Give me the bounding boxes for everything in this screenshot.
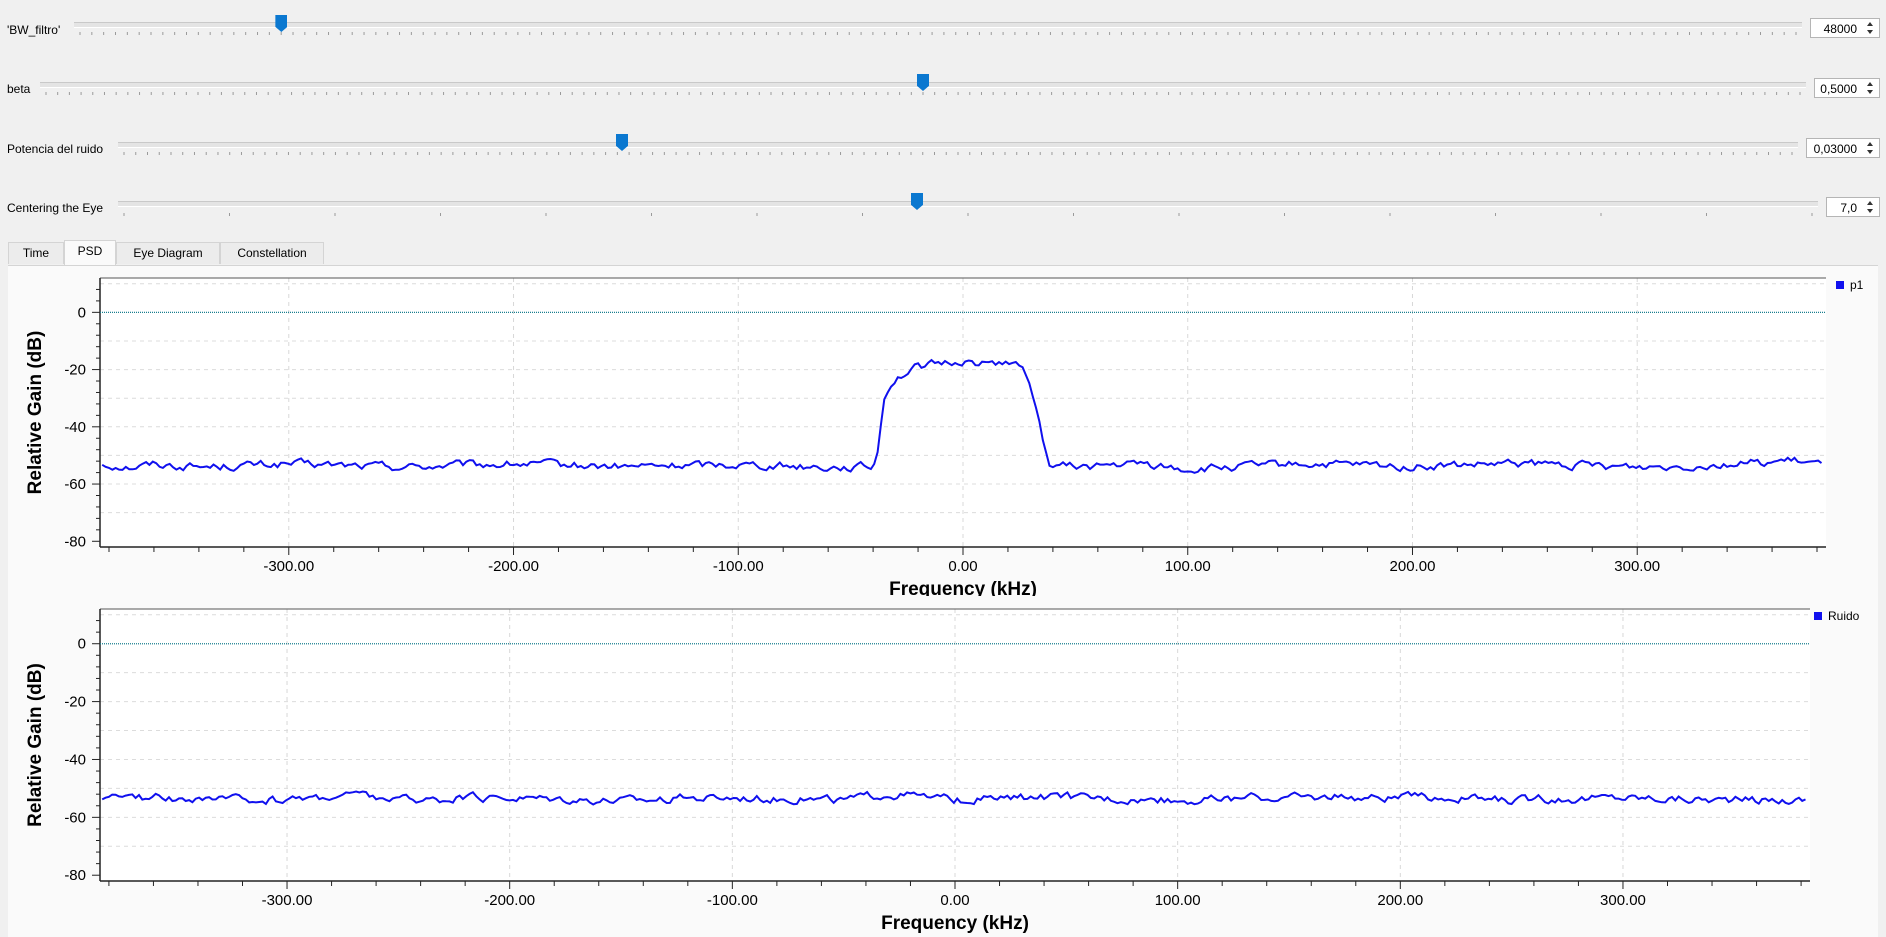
psd-plot-ruido[interactable]: -300.00 -200.00 -100.00 0.00 100.00 200.00 300… — [8, 597, 1878, 937]
x-tick-label: -300.00 — [262, 892, 313, 909]
x-tick-label: -200.00 — [488, 558, 539, 575]
x-axis-label: Frequency (kHz) — [881, 913, 1029, 934]
slider-label-potencia-ruido: Potencia del ruido — [7, 142, 104, 156]
x-tick-label: -300.00 — [263, 558, 314, 575]
slider-label-bw-filtro: 'BW_filtro' — [7, 23, 61, 37]
slider-row-beta: beta 0,5000 — [0, 60, 1886, 110]
slider-ticks-beta — [45, 92, 1801, 95]
slider-groove-potencia-ruido[interactable] — [118, 142, 1798, 148]
tab-psd[interactable]: PSD — [64, 240, 116, 266]
x-axis-label: Frequency (kHz) — [889, 579, 1037, 596]
y-tick-label: -40 — [64, 751, 86, 768]
y-tick-label: -20 — [64, 362, 86, 379]
y-tick-label: -20 — [64, 694, 86, 711]
slider-groove-bw-filtro[interactable] — [74, 22, 1802, 28]
slider-row-bw-filtro: 'BW_filtro' 48000 — [0, 0, 1886, 50]
tab-constellation[interactable]: Constellation — [220, 242, 324, 264]
slider-ticks-potencia-ruido — [123, 152, 1793, 155]
x-tick-label: 100.00 — [1155, 892, 1201, 909]
x-tick-label: 300.00 — [1600, 892, 1646, 909]
slider-row-potencia-ruido: Potencia del ruido 0,03000 — [0, 120, 1886, 170]
slider-label-beta: beta — [7, 82, 31, 96]
y-tick-label: 0 — [78, 304, 86, 321]
spin-arrows-icon[interactable] — [1861, 139, 1879, 157]
x-tick-label: 300.00 — [1614, 558, 1660, 575]
spin-arrows-icon[interactable] — [1861, 198, 1879, 216]
series-line-p1 — [101, 358, 1823, 474]
y-axis-label: Relative Gain (dB) — [25, 331, 46, 495]
spin-arrows-icon[interactable] — [1861, 19, 1879, 37]
x-tick-label: 0.00 — [940, 892, 969, 909]
x-tick-label: 200.00 — [1390, 558, 1436, 575]
y-tick-label: -40 — [64, 419, 86, 436]
legend-marker — [1814, 612, 1822, 620]
spinbox-value: 48000 — [1823, 22, 1857, 36]
slider-ticks-bw-filtro — [79, 32, 1797, 35]
legend-label: p1 — [1850, 278, 1864, 292]
tab-eye-diagram[interactable]: Eye Diagram — [116, 242, 220, 264]
y-tick-label: -60 — [64, 476, 86, 493]
tab-time[interactable]: Time — [8, 242, 64, 264]
spinbox-centering-eye[interactable]: 7,0 — [1826, 197, 1880, 217]
spin-arrows-icon[interactable] — [1861, 79, 1879, 97]
slider-ticks-centering-eye — [123, 213, 1813, 216]
slider-handle-beta[interactable] — [917, 74, 929, 91]
x-tick-label: 0.00 — [948, 558, 977, 575]
y-tick-label: -80 — [64, 533, 86, 550]
spinbox-value: 7,0 — [1840, 201, 1857, 215]
slider-handle-potencia-ruido[interactable] — [616, 134, 628, 151]
series-line-ruido — [101, 790, 1806, 806]
psd-tab-panel: -300.00 -200.00 -100.00 0.00 100.00 200.00 300… — [8, 265, 1878, 937]
y-tick-label: -60 — [64, 809, 86, 826]
slider-row-centering-eye: Centering the Eye 7,0 — [0, 180, 1886, 230]
spinbox-beta[interactable]: 0,5000 — [1814, 78, 1880, 98]
spinbox-value: 0,03000 — [1813, 142, 1857, 156]
spinbox-value: 0,5000 — [1820, 82, 1857, 96]
x-tick-label: 200.00 — [1377, 892, 1423, 909]
legend-label: Ruido — [1828, 609, 1860, 623]
x-tick-label: -200.00 — [484, 892, 535, 909]
slider-handle-centering-eye[interactable] — [911, 193, 923, 210]
spinbox-potencia-ruido[interactable]: 0,03000 — [1806, 138, 1880, 158]
slider-label-centering-eye: Centering the Eye — [7, 201, 104, 215]
y-tick-label: 0 — [78, 636, 86, 653]
slider-handle-bw-filtro[interactable] — [275, 15, 288, 32]
y-axis-label: Relative Gain (dB) — [25, 663, 46, 827]
spinbox-bw-filtro[interactable]: 48000 — [1810, 18, 1880, 38]
slider-groove-centering-eye[interactable] — [118, 201, 1818, 207]
y-tick-label: -80 — [64, 867, 86, 884]
legend-marker — [1836, 281, 1844, 289]
x-tick-label: -100.00 — [713, 558, 764, 575]
x-tick-label: 100.00 — [1165, 558, 1211, 575]
psd-plot-p1[interactable]: -300.00 -200.00 -100.00 0.00 100.00 200.00 300… — [8, 266, 1878, 596]
x-tick-label: -100.00 — [707, 892, 758, 909]
